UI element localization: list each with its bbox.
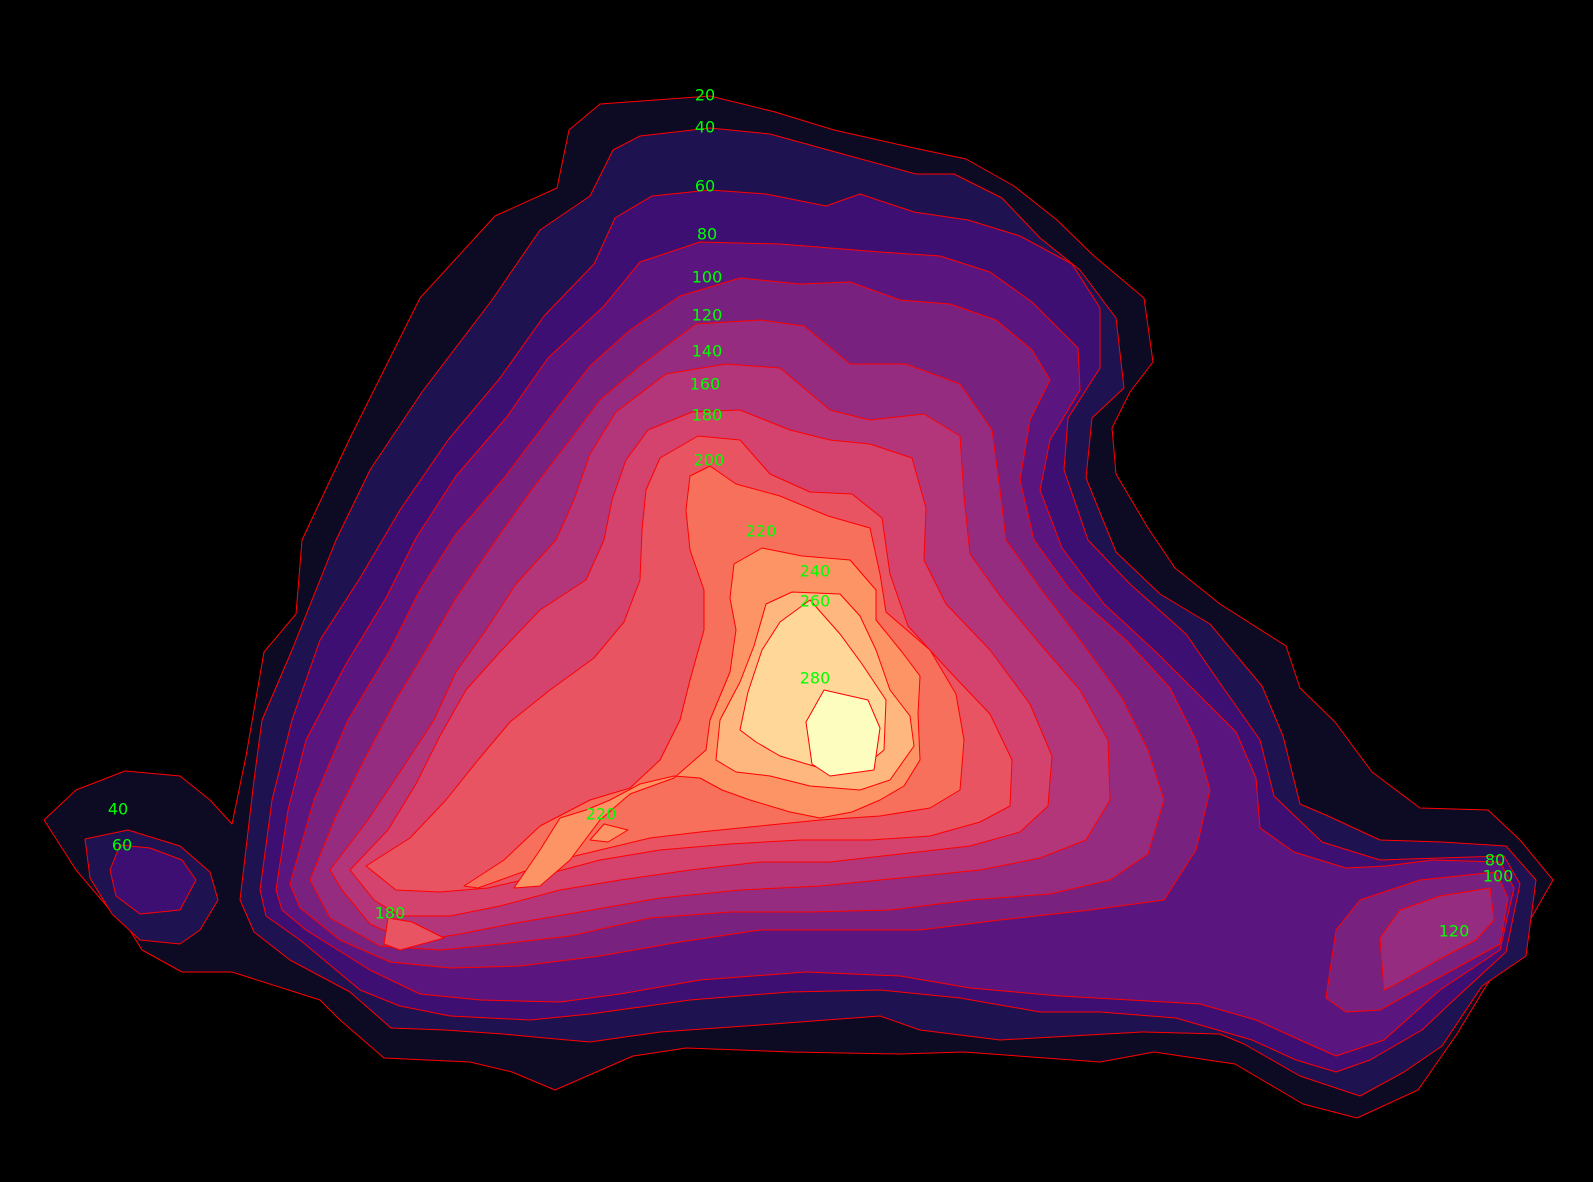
contour-label: 60 [695,177,715,196]
contour-labels: 2040608010012014016018020022024026028022… [108,86,1513,941]
contour-label: 240 [800,562,831,581]
contour-label: 260 [800,592,831,611]
contour-label: 40 [108,800,128,819]
contour-region-220 [589,823,629,843]
contour-region-120 [1379,887,1495,991]
contour-label: 100 [692,268,723,287]
contour-label: 40 [695,118,715,137]
contour-label: 20 [695,86,715,105]
contour-region-280 [805,689,881,777]
contour-label: 160 [690,375,721,394]
contour-label: 280 [800,669,831,688]
contour-label: 80 [1485,851,1505,870]
contour-regions [43,95,1554,1119]
contour-label: 120 [1439,922,1470,941]
contour-label: 60 [112,836,132,855]
contour-label: 180 [375,904,406,923]
contour-label: 120 [692,306,723,325]
contour-label: 80 [697,225,717,244]
contour-label: 200 [694,451,725,470]
contour-label: 140 [692,342,723,361]
contour-region-60 [109,844,197,915]
contour-region-180 [383,917,445,951]
contour-label: 180 [692,406,723,425]
contour-label: 100 [1483,867,1514,886]
contour-label: 220 [746,522,777,541]
contour-label: 220 [586,805,617,824]
